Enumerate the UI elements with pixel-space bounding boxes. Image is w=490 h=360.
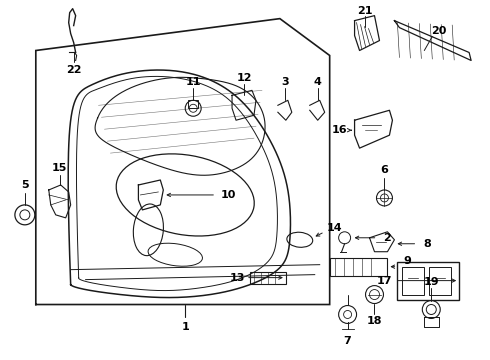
Text: 15: 15: [52, 163, 68, 173]
Text: 4: 4: [314, 77, 321, 87]
Text: 13: 13: [229, 273, 245, 283]
Text: 7: 7: [343, 336, 351, 346]
Text: 3: 3: [281, 77, 289, 87]
Text: 5: 5: [21, 180, 29, 190]
Text: 11: 11: [185, 77, 201, 87]
Text: 1: 1: [181, 323, 189, 332]
Text: 14: 14: [327, 223, 343, 233]
Text: 18: 18: [367, 316, 382, 327]
Text: 12: 12: [236, 73, 252, 84]
Text: 16: 16: [332, 125, 347, 135]
Text: 6: 6: [381, 165, 389, 175]
Text: 10: 10: [220, 190, 236, 200]
Text: 22: 22: [66, 66, 81, 76]
Text: 19: 19: [423, 276, 439, 287]
Bar: [250, 272, 286, 284]
Bar: [188, 100, 198, 108]
Text: 8: 8: [423, 239, 431, 249]
Text: 20: 20: [432, 26, 447, 36]
Bar: [429, 267, 451, 294]
Text: 17: 17: [377, 276, 392, 285]
Text: 9: 9: [403, 256, 411, 266]
Bar: [402, 267, 424, 294]
Bar: [397, 262, 459, 300]
Text: 2: 2: [384, 233, 392, 243]
Bar: [330, 258, 388, 276]
Text: 21: 21: [357, 6, 372, 15]
